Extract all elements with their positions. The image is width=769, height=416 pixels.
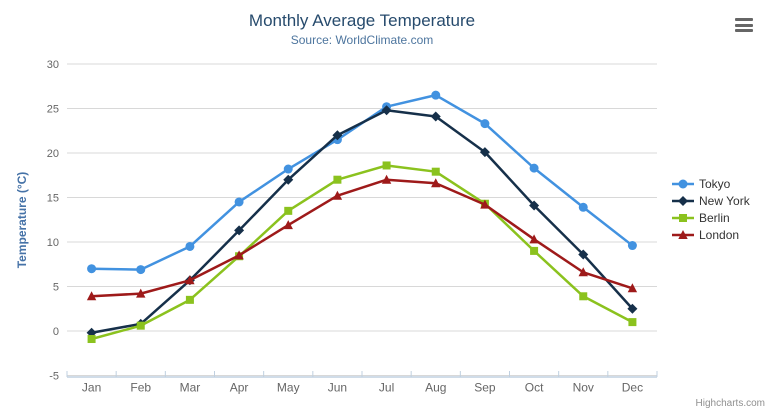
y-axis-title: Temperature (°C)	[15, 171, 29, 269]
legend-item-new-york[interactable]: New York	[672, 194, 750, 208]
series-line-new-york	[90, 109, 634, 335]
legend-label: London	[699, 228, 740, 242]
x-axis-tick-label: Jul	[379, 381, 394, 395]
marker-triangle[interactable]	[480, 199, 490, 209]
hamburger-icon	[735, 18, 753, 21]
y-axis-tick-label: 15	[47, 193, 59, 205]
y-axis-tick-label: 20	[47, 148, 59, 160]
x-axis-tick-label: Jan	[82, 381, 101, 395]
marker-diamond[interactable]	[381, 105, 392, 116]
legend-label: Berlin	[699, 211, 730, 225]
legend-symbol-square-icon	[672, 214, 694, 222]
marker-square[interactable]	[628, 318, 637, 327]
marker-circle[interactable]	[627, 241, 637, 251]
legend-label: New York	[699, 194, 750, 208]
legend-marker-square[interactable]	[679, 214, 687, 222]
legend-marker-triangle[interactable]	[678, 230, 688, 239]
chart-subtitle: Source: WorldClimate.com	[290, 33, 434, 47]
hamburger-icon	[735, 29, 753, 32]
marker-square[interactable]	[382, 161, 391, 170]
marker-diamond[interactable]	[430, 111, 441, 122]
marker-circle[interactable]	[431, 90, 441, 100]
marker-diamond[interactable]	[578, 249, 589, 260]
legend-symbol-triangle-icon	[672, 230, 694, 239]
marker-diamond[interactable]	[283, 174, 294, 185]
series-new-york[interactable]	[86, 105, 638, 338]
export-menu-button[interactable]	[734, 17, 754, 33]
marker-diamond[interactable]	[332, 130, 343, 141]
y-axis-tick-label: 0	[53, 326, 59, 338]
y-axis-tick-label: 5	[53, 282, 59, 294]
marker-triangle[interactable]	[86, 291, 97, 301]
series-tokyo[interactable]	[87, 90, 637, 275]
marker-square[interactable]	[530, 246, 539, 255]
marker-triangle[interactable]	[578, 267, 588, 277]
marker-circle[interactable]	[529, 163, 539, 173]
marker-circle[interactable]	[136, 265, 146, 275]
marker-triangle[interactable]	[627, 283, 638, 293]
marker-square[interactable]	[136, 321, 145, 330]
marker-circle[interactable]	[185, 241, 195, 251]
marker-diamond[interactable]	[529, 200, 540, 211]
hamburger-icon	[735, 23, 753, 27]
marker-triangle[interactable]	[185, 275, 195, 285]
marker-triangle[interactable]	[283, 220, 293, 230]
marker-triangle[interactable]	[381, 174, 392, 184]
marker-square[interactable]	[431, 167, 440, 176]
y-axis-tick-label: 25	[47, 104, 59, 116]
chart-title: Monthly Average Temperature	[248, 11, 476, 30]
series-london[interactable]	[86, 174, 638, 301]
legend-marker-diamond[interactable]	[678, 196, 688, 206]
marker-triangle[interactable]	[136, 288, 146, 298]
x-axis-tick-label: Jun	[328, 381, 347, 395]
legend-item-tokyo[interactable]: Tokyo	[672, 177, 750, 191]
marker-square[interactable]	[87, 335, 96, 344]
marker-square[interactable]	[284, 206, 293, 215]
x-axis-tick-label: Dec	[622, 381, 643, 395]
credits-link[interactable]: Highcharts.com	[695, 398, 765, 409]
marker-triangle[interactable]	[332, 190, 343, 200]
marker-circle[interactable]	[234, 197, 244, 207]
series-line-berlin	[90, 164, 634, 341]
x-axis-tick-label: Nov	[573, 381, 594, 395]
marker-circle[interactable]	[87, 264, 97, 274]
marker-triangle[interactable]	[234, 250, 244, 260]
legend-item-london[interactable]: London	[672, 228, 750, 242]
series-line-london	[90, 178, 634, 298]
legend-marker-circle[interactable]	[678, 179, 688, 189]
y-axis-tick-label: 30	[47, 59, 59, 71]
marker-diamond[interactable]	[479, 147, 490, 158]
marker-circle[interactable]	[480, 119, 490, 129]
x-axis-tick-label: May	[277, 381, 300, 395]
legend-item-berlin[interactable]: Berlin	[672, 211, 750, 225]
x-axis-tick-label: Aug	[425, 381, 446, 395]
legend-label: Tokyo	[699, 177, 731, 191]
marker-circle[interactable]	[283, 164, 293, 174]
series-line-tokyo	[90, 93, 634, 271]
x-axis-tick-label: Mar	[180, 381, 201, 395]
marker-circle[interactable]	[578, 202, 588, 212]
x-axis-tick-label: Feb	[130, 381, 151, 395]
legend-symbol-diamond-icon	[672, 196, 694, 206]
marker-triangle[interactable]	[529, 234, 539, 244]
marker-diamond[interactable]	[234, 225, 245, 236]
marker-diamond[interactable]	[627, 303, 638, 314]
x-axis-tick-label: Apr	[230, 381, 249, 395]
y-axis-tick-label: 10	[47, 237, 59, 249]
marker-square[interactable]	[579, 292, 588, 301]
legend: Tokyo New York Berlin London	[672, 177, 750, 242]
legend-symbol-circle-icon	[672, 179, 694, 189]
y-axis-tick-label: -5	[49, 371, 59, 383]
x-axis-tick-label: Oct	[525, 381, 544, 395]
x-axis-tick-label: Sep	[474, 381, 496, 395]
marker-square[interactable]	[185, 295, 194, 304]
marker-square[interactable]	[333, 175, 342, 184]
marker-triangle[interactable]	[431, 178, 441, 188]
